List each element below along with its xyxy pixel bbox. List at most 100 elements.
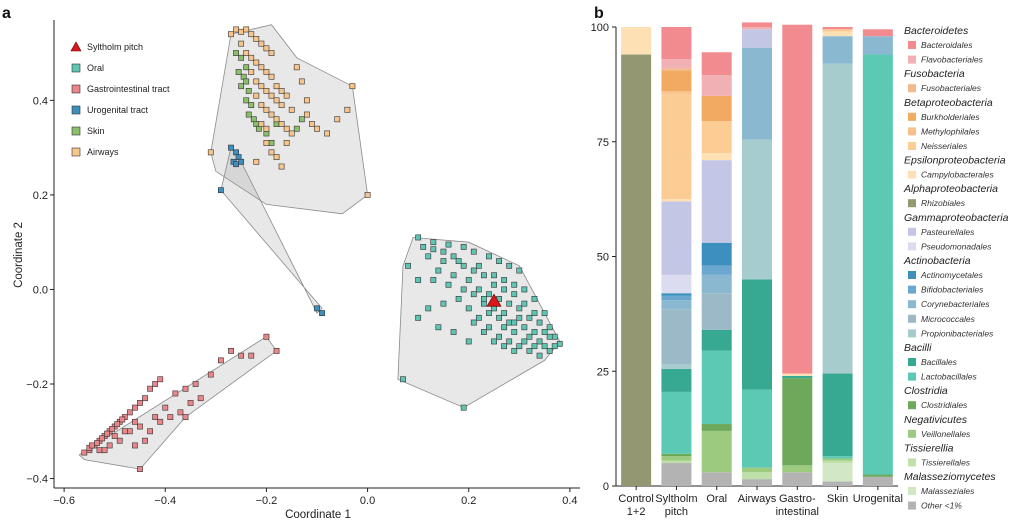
point-urogenital-tract <box>235 154 242 160</box>
bar-segment-clostridiales <box>661 453 692 457</box>
legend-order-label: Clostridiales <box>921 400 968 410</box>
bar-segment-bacteroidales <box>701 52 732 76</box>
point-oral <box>501 324 508 331</box>
legend-order-label: Tissierellales <box>921 457 971 467</box>
panel-label-a: a <box>2 5 11 22</box>
point-oral <box>496 258 502 264</box>
point-gastrointestinal-tract <box>218 357 224 364</box>
point-urogenital-tract <box>314 305 320 312</box>
point-oral <box>481 272 487 279</box>
point-airways <box>278 121 285 127</box>
point-oral <box>541 343 548 350</box>
bar-segment-flavobacteriales <box>661 59 692 69</box>
point-airways <box>233 26 239 33</box>
point-oral <box>501 310 508 316</box>
point-oral <box>481 300 487 307</box>
bar-segment-bacteroidales <box>822 27 853 30</box>
bar-segment-bacteroidales <box>661 27 692 60</box>
scatter-plot: −0.6 −0.4 −0.2 0.0 0.2 0.4 −0.4 −0.2 0.0 0.2 0.4 <box>26 19 581 507</box>
point-oral <box>526 333 533 340</box>
legend-marker-syltholm-pitch <box>70 41 82 52</box>
x-axis-label: Coordinate 1 <box>285 509 351 521</box>
point-oral <box>491 338 497 345</box>
bar-segment-bacteroidales <box>742 22 772 27</box>
legend-swatch <box>908 358 916 366</box>
legend-swatch <box>908 372 916 381</box>
x-tick-label: Urogenital <box>853 493 903 505</box>
bar-segment-fusobacteriales <box>661 68 692 71</box>
point-gastrointestinal-tract <box>152 414 159 420</box>
legend-label: Oral <box>87 63 104 73</box>
point-oral <box>521 300 528 307</box>
point-skin <box>238 54 245 61</box>
legend-order-label: Actinomycetales <box>920 270 984 280</box>
scatter-legend: Syltholm pitch Oral Gastrointestinal tract… <box>70 41 170 157</box>
point-airways <box>273 83 280 90</box>
point-gastrointestinal-tract <box>81 449 88 456</box>
bar-segment-clostridiales <box>782 378 813 466</box>
bar-segment-tissierellales <box>822 460 853 464</box>
bar-segment-veillonellales <box>782 465 813 473</box>
bar-segment-corynebacteriales <box>742 47 772 140</box>
point-urogenital-tract <box>233 161 239 168</box>
point-airways <box>238 28 245 35</box>
point-oral <box>470 291 477 298</box>
bar-segment-lactobacillales <box>862 54 893 475</box>
point-oral <box>491 272 497 279</box>
point-oral <box>460 286 467 293</box>
point-skin <box>253 121 260 127</box>
point-oral <box>541 310 548 316</box>
bar-segment-veillonellales <box>661 456 692 461</box>
point-oral <box>501 286 508 293</box>
legend-order-label: Lactobacillales <box>921 372 978 382</box>
point-skin <box>248 102 255 108</box>
point-gastrointestinal-tract <box>228 348 234 354</box>
x-tick-label: −0.2 <box>256 495 278 507</box>
bar-segment-veillonellales <box>742 467 772 473</box>
point-airways <box>263 88 270 94</box>
point-gastrointestinal-tract <box>238 352 245 359</box>
point-oral <box>435 324 442 331</box>
legend-swatch <box>908 142 916 150</box>
legend-order-label: Methylophilales <box>921 126 980 136</box>
point-airways <box>258 102 265 108</box>
point-skin <box>298 116 305 123</box>
y-tick-label: 0.4 <box>33 95 48 107</box>
y-tick-label: 50 <box>597 252 609 264</box>
bar-segment-malasseziales <box>822 463 853 482</box>
point-oral <box>511 281 518 288</box>
point-gastrointestinal-tract <box>109 426 116 432</box>
x-tick-label: Syltholm <box>655 493 697 505</box>
y-tick-label: 0.2 <box>33 190 48 202</box>
point-oral <box>425 253 432 260</box>
bar-segment-corynebacteriales <box>701 274 732 294</box>
point-oral <box>516 305 523 312</box>
point-gastrointestinal-tract <box>152 381 159 387</box>
point-oral <box>526 314 533 321</box>
bar-segment-propionibacteriales <box>822 63 853 374</box>
x-tick-label: 0.0 <box>360 495 375 507</box>
point-oral <box>551 343 558 350</box>
point-airways <box>253 59 260 66</box>
point-airways <box>228 31 234 38</box>
hull-urogenital-tract <box>220 146 323 314</box>
point-urogenital-tract <box>238 158 245 165</box>
point-gastrointestinal-tract <box>172 390 179 397</box>
point-oral <box>415 277 422 283</box>
bar-segment-tissierellales <box>661 460 692 464</box>
legend-order-label: Flavobacteriales <box>921 55 984 65</box>
point-gastrointestinal-tract <box>126 409 133 416</box>
bar-segment-campylobacterales <box>661 199 692 202</box>
point-airways <box>243 26 250 33</box>
bar-segment-actinomycetales <box>701 242 732 266</box>
legend-order-label: Bacillales <box>921 357 958 367</box>
bar-segment-lactobacillales <box>701 350 732 425</box>
legend-order-label: Corynebacteriales <box>921 299 990 309</box>
point-gastrointestinal-tract <box>96 447 103 454</box>
point-gastrointestinal-tract <box>132 404 138 411</box>
point-oral <box>546 348 553 354</box>
point-airways <box>283 140 290 146</box>
point-oral <box>501 277 508 283</box>
point-skin <box>263 130 270 137</box>
legend-label: Airways <box>87 147 119 157</box>
